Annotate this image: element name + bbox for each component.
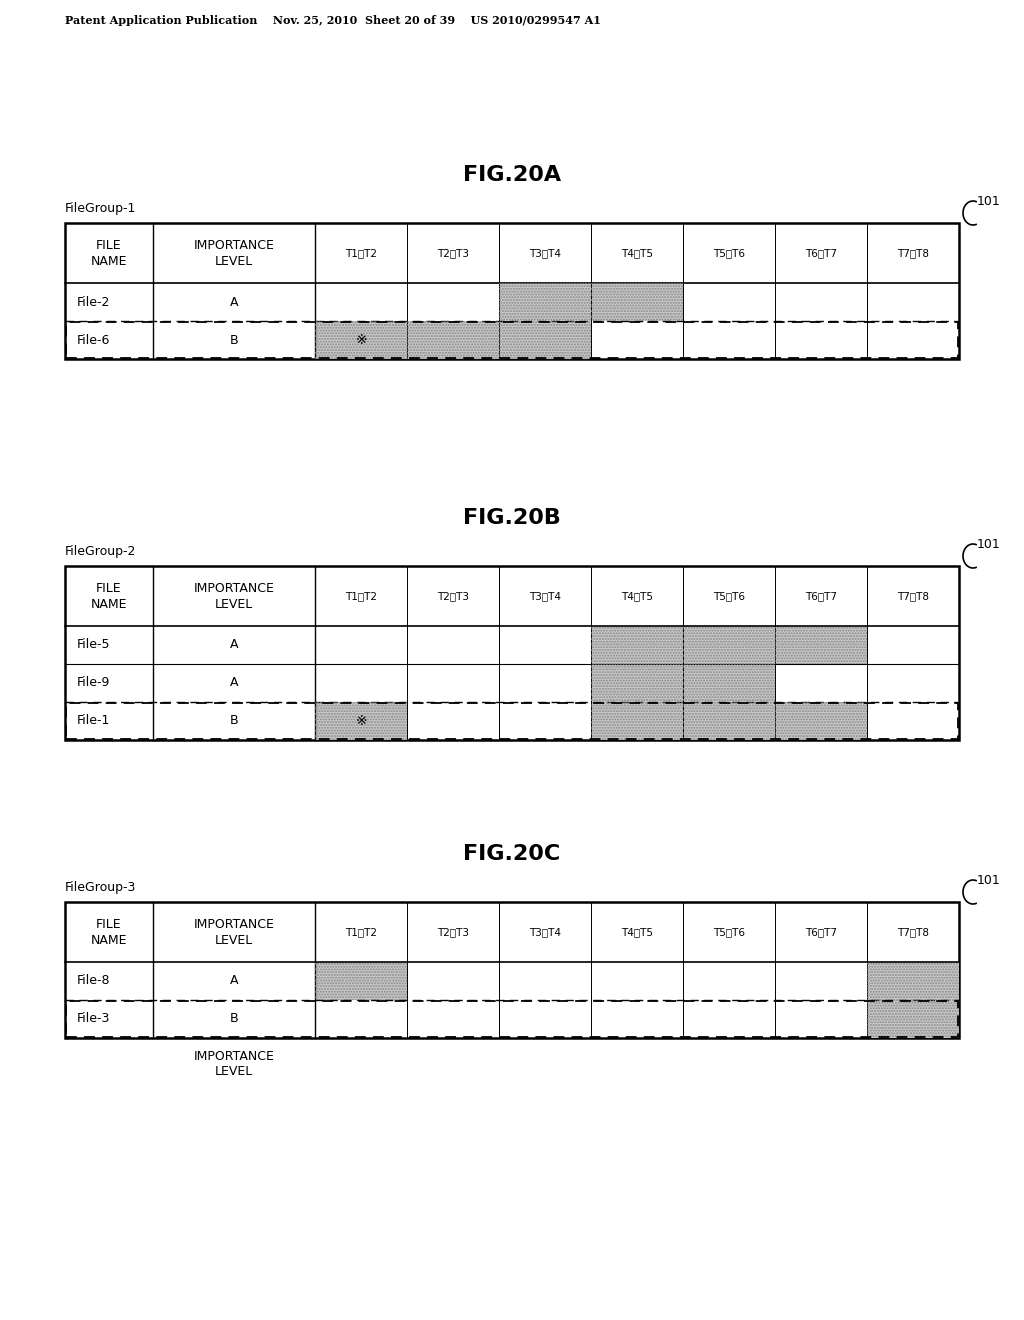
Bar xyxy=(407,321,499,359)
Text: B: B xyxy=(229,1012,239,1026)
Bar xyxy=(591,626,683,664)
Text: T6～T7: T6～T7 xyxy=(805,248,837,257)
Text: 101: 101 xyxy=(977,874,1000,887)
Bar xyxy=(67,704,957,739)
Text: T3～T4: T3～T4 xyxy=(529,591,561,601)
Bar xyxy=(499,282,591,321)
Text: File-3: File-3 xyxy=(77,1012,111,1026)
Bar xyxy=(683,664,775,702)
Text: FILE
NAME: FILE NAME xyxy=(91,239,127,268)
Bar xyxy=(65,223,959,359)
Text: T2～T3: T2～T3 xyxy=(437,248,469,257)
Bar xyxy=(65,902,959,1038)
Bar xyxy=(775,626,867,664)
Text: FileGroup-1: FileGroup-1 xyxy=(65,202,136,215)
Text: File-8: File-8 xyxy=(77,974,111,987)
Text: A: A xyxy=(229,676,239,689)
Bar xyxy=(775,626,867,664)
Text: File-6: File-6 xyxy=(77,334,111,347)
Text: T6～T7: T6～T7 xyxy=(805,927,837,937)
Text: 101: 101 xyxy=(977,537,1000,550)
Text: FileGroup-2: FileGroup-2 xyxy=(65,545,136,558)
Text: FileGroup-3: FileGroup-3 xyxy=(65,880,136,894)
Text: B: B xyxy=(229,334,239,347)
Text: File-9: File-9 xyxy=(77,676,111,689)
Bar xyxy=(867,962,959,1001)
Bar xyxy=(683,664,775,702)
Bar xyxy=(591,664,683,702)
Text: A: A xyxy=(229,639,239,652)
Text: File-1: File-1 xyxy=(77,714,111,727)
Bar xyxy=(499,282,591,321)
Text: FILE
NAME: FILE NAME xyxy=(91,917,127,946)
Bar xyxy=(867,962,959,1001)
Text: B: B xyxy=(229,714,239,727)
Bar xyxy=(315,962,407,1001)
Bar xyxy=(315,702,407,741)
Bar xyxy=(65,566,959,741)
Text: T3～T4: T3～T4 xyxy=(529,248,561,257)
Text: T2～T3: T2～T3 xyxy=(437,927,469,937)
Bar xyxy=(683,702,775,741)
Bar xyxy=(683,626,775,664)
Bar xyxy=(591,702,683,741)
Text: IMPORTANCE
LEVEL: IMPORTANCE LEVEL xyxy=(194,582,274,610)
Text: FILE
NAME: FILE NAME xyxy=(91,582,127,610)
Bar xyxy=(407,321,499,359)
Bar xyxy=(591,282,683,321)
Text: T1～T2: T1～T2 xyxy=(345,591,377,601)
Bar xyxy=(499,321,591,359)
Text: T5～T6: T5～T6 xyxy=(713,591,745,601)
Text: T5～T6: T5～T6 xyxy=(713,248,745,257)
Text: T3～T4: T3～T4 xyxy=(529,927,561,937)
Text: T7～T8: T7～T8 xyxy=(897,927,929,937)
Bar xyxy=(867,1001,959,1038)
Bar xyxy=(67,1001,957,1036)
Text: T4～T5: T4～T5 xyxy=(621,591,653,601)
Bar xyxy=(315,962,407,1001)
Bar xyxy=(315,321,407,359)
Text: T5～T6: T5～T6 xyxy=(713,927,745,937)
Text: File-2: File-2 xyxy=(77,296,111,309)
Text: T4～T5: T4～T5 xyxy=(621,927,653,937)
Text: FIG.20B: FIG.20B xyxy=(463,508,561,528)
Bar xyxy=(775,702,867,741)
Text: T2～T3: T2～T3 xyxy=(437,591,469,601)
Text: ※: ※ xyxy=(355,714,367,729)
Bar xyxy=(591,626,683,664)
Text: Patent Application Publication    Nov. 25, 2010  Sheet 20 of 39    US 2010/02995: Patent Application Publication Nov. 25, … xyxy=(65,15,601,26)
Text: T6～T7: T6～T7 xyxy=(805,591,837,601)
Text: FIG.20C: FIG.20C xyxy=(464,843,560,865)
Bar xyxy=(591,702,683,741)
Text: 101: 101 xyxy=(977,194,1000,207)
Text: FIG.20A: FIG.20A xyxy=(463,165,561,185)
Bar xyxy=(683,702,775,741)
Text: ※: ※ xyxy=(355,333,367,347)
Text: T4～T5: T4～T5 xyxy=(621,248,653,257)
Text: T1～T2: T1～T2 xyxy=(345,248,377,257)
Bar xyxy=(315,702,407,741)
Text: A: A xyxy=(229,974,239,987)
Text: IMPORTANCE
LEVEL: IMPORTANCE LEVEL xyxy=(194,239,274,268)
Bar xyxy=(315,321,407,359)
Text: IMPORTANCE
LEVEL: IMPORTANCE LEVEL xyxy=(194,1049,274,1078)
Bar xyxy=(683,626,775,664)
Text: T1～T2: T1～T2 xyxy=(345,927,377,937)
Text: IMPORTANCE
LEVEL: IMPORTANCE LEVEL xyxy=(194,917,274,946)
Text: T7～T8: T7～T8 xyxy=(897,591,929,601)
Text: T7～T8: T7～T8 xyxy=(897,248,929,257)
Text: File-5: File-5 xyxy=(77,639,111,652)
Bar xyxy=(867,1001,959,1038)
Bar xyxy=(499,321,591,359)
Bar xyxy=(591,664,683,702)
Bar xyxy=(775,702,867,741)
Text: A: A xyxy=(229,296,239,309)
Bar xyxy=(67,322,957,358)
Bar xyxy=(591,282,683,321)
